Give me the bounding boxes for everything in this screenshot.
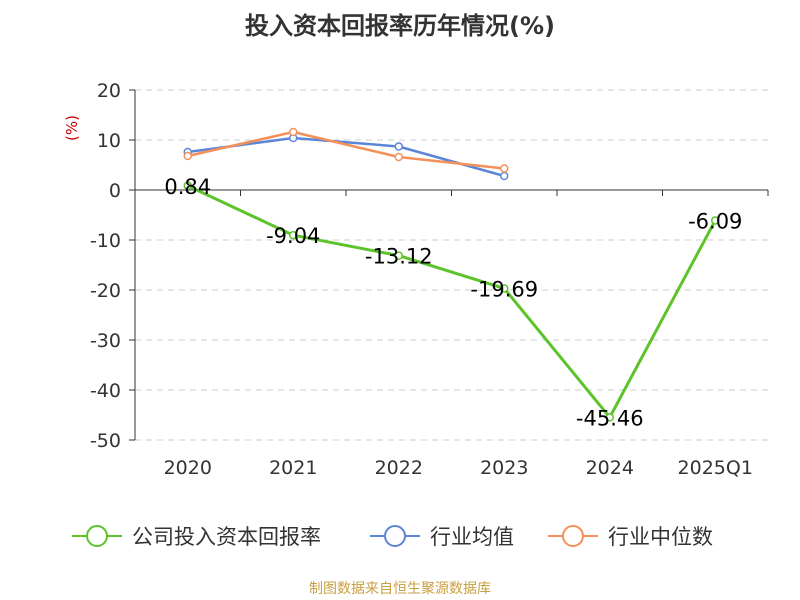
data-label: -45.46 <box>576 406 644 430</box>
data-point <box>500 164 509 173</box>
source-note: 制图数据来自恒生聚源数据库 <box>309 581 491 597</box>
data-label: -6.09 <box>688 209 742 233</box>
legend-marker <box>562 525 584 547</box>
data-point <box>394 251 403 260</box>
series-lines <box>183 127 720 422</box>
data-point <box>394 152 403 162</box>
y-tick-label: -50 <box>90 430 121 452</box>
y-tick-label: 10 <box>97 130 121 152</box>
legend: 公司投入资本回报率 行业均值 行业中位数 <box>72 525 713 549</box>
x-tick-label: 2024 <box>586 457 634 479</box>
grid-lines <box>135 89 768 441</box>
data-point <box>183 151 192 161</box>
legend-marker <box>86 525 108 547</box>
y-tick-label: -20 <box>90 280 121 302</box>
data-point <box>289 127 298 137</box>
x-tick-label: 2022 <box>375 457 423 479</box>
series-line <box>187 184 717 419</box>
data-point <box>394 142 403 151</box>
data-point <box>183 181 192 191</box>
data-point <box>500 284 509 293</box>
data-point <box>500 171 509 181</box>
data-point <box>289 230 298 240</box>
series-line <box>187 130 505 170</box>
data-label: -13.12 <box>365 245 433 269</box>
y-tick-label: -40 <box>90 380 121 402</box>
x-tick-label: 2020 <box>164 457 212 479</box>
data-label: 0.84 <box>164 175 211 199</box>
chart-title: 投入资本回报率历年情况(%) <box>245 12 555 40</box>
data-labels: 0.84 -9.04 -13.12 -19.69 -45.46 -6.09 <box>164 175 742 430</box>
data-point <box>605 413 614 422</box>
x-tick-label: 2023 <box>480 457 528 479</box>
legend-label: 公司投入资本回报率 <box>132 525 321 549</box>
x-tick-label: 2025Q1 <box>678 457 753 479</box>
y-tick-label: -10 <box>90 230 121 252</box>
axes: 20 10 0 -10 -20 -30 -40 -50 2020 2021 2022 2023 2024… <box>63 80 769 479</box>
legend-label: 行业中位数 <box>608 525 713 549</box>
data-label: -9.04 <box>266 224 320 248</box>
x-tick-label: 2021 <box>269 457 317 479</box>
y-tick-label: 20 <box>97 80 121 102</box>
data-label: -19.69 <box>470 277 538 301</box>
data-point <box>711 216 720 225</box>
y-tick-label: 0 <box>109 180 121 202</box>
y-tick-label: -30 <box>90 330 121 352</box>
legend-label: 行业均值 <box>430 525 514 549</box>
y-axis-label: (%) <box>63 115 81 141</box>
legend-marker <box>384 525 406 547</box>
